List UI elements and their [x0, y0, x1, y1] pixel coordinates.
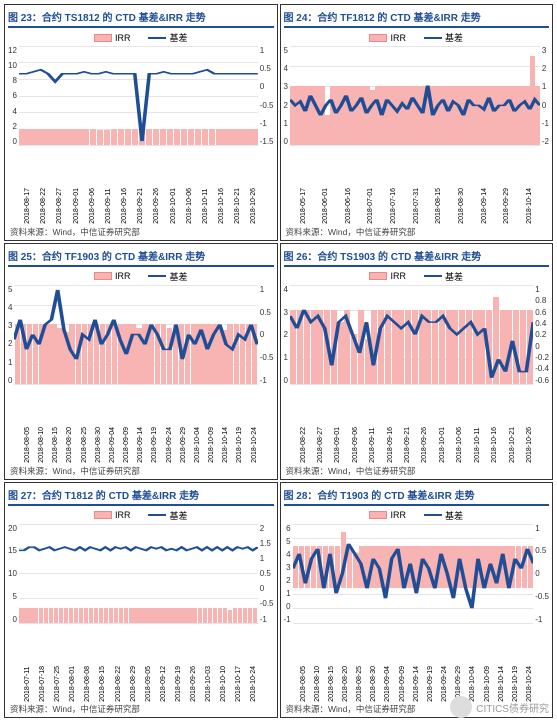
- watermark: CITICS债券研究: [450, 696, 549, 718]
- source-text: 资料来源：Wind，中信证券研究部: [8, 703, 274, 715]
- bar-swatch: [94, 272, 112, 280]
- chart-area: 4321010.80.60.40.20-0.2-0.4-0.6: [284, 285, 550, 425]
- y-axis-right: 10.50-0.5-1-1.5: [258, 46, 274, 146]
- legend-label-irr: IRR: [115, 33, 131, 43]
- legend-item-basis: 基差: [148, 509, 187, 522]
- chart-title: 图 24：合约 TF1812 的 CTD 基差&IRR 走势: [284, 9, 550, 28]
- chart-title: 图 28：合约 T1903 的 CTD 基差&IRR 走势: [284, 487, 550, 506]
- line-series: [293, 524, 534, 623]
- bar-swatch: [369, 511, 387, 519]
- legend-item-basis: 基差: [424, 509, 463, 522]
- chart-panel-26: 图 26：合约 TS1903 的 CTD 基差&IRR 走势 IRR 基差 43210…: [280, 243, 554, 480]
- legend-item-basis: 基差: [424, 270, 463, 283]
- chart-panel-28: 图 28：合约 T1903 的 CTD 基差&IRR 走势 IRR 基差 654321…: [280, 482, 554, 719]
- legend: IRR 基差: [8, 509, 274, 522]
- chart-panel-27: 图 27：合约 T1812 的 CTD 基差&IRR 走势 IRR 基差 201510…: [4, 482, 278, 719]
- y-axis-left: 121086420: [8, 46, 19, 146]
- chart-panel-25: 图 25：合约 TF1903 的 CTD 基差&IRR 走势 IRR 基差 54321…: [4, 243, 278, 480]
- legend-item-irr: IRR: [369, 509, 406, 522]
- legend-item-irr: IRR: [94, 31, 131, 44]
- legend-item-basis: 基差: [148, 270, 187, 283]
- x-axis: 2018-08-052018-08-102018-08-152018-08-20…: [22, 427, 260, 463]
- legend-item-irr: IRR: [94, 509, 131, 522]
- legend: IRR 基差: [8, 31, 274, 44]
- y-axis-left: 6543210-1: [284, 524, 293, 624]
- y-axis-right: 10.80.60.40.20-0.2-0.4-0.6: [533, 285, 549, 385]
- legend-label-irr: IRR: [115, 271, 131, 281]
- y-axis-right: 10.50-0.5-1: [533, 524, 549, 624]
- bar-swatch: [94, 34, 112, 42]
- plot: [290, 46, 540, 146]
- legend: IRR 基差: [8, 270, 274, 283]
- chart-title: 图 23：合约 TS1812 的 CTD 基差&IRR 走势: [8, 9, 274, 28]
- chart-area: 6543210-1 10.50-0.5-1: [284, 524, 550, 664]
- source-text: 资料来源：Wind，中信证券研究部: [284, 465, 550, 477]
- x-axis: 2018-08-172018-08-222018-08-272018-09-01…: [22, 188, 260, 224]
- line-swatch: [148, 37, 166, 39]
- line-series: [290, 46, 540, 145]
- watermark-logo: [450, 696, 472, 718]
- watermark-text: CITICS债券研究: [476, 700, 549, 715]
- legend-label-basis: 基差: [169, 270, 187, 283]
- plot: [290, 285, 533, 385]
- legend: IRR 基差: [284, 509, 550, 522]
- y-axis-right: 21.510.50-0.5-1: [258, 524, 274, 624]
- source-text: 资料来源：Wind，中信证券研究部: [8, 226, 274, 238]
- line-series: [290, 285, 533, 384]
- y-axis-right: 3210-1-2: [540, 46, 549, 146]
- legend-label-basis: 基差: [445, 509, 463, 522]
- source-text: 资料来源：Wind，中信证券研究部: [8, 465, 274, 477]
- y-axis-right: 10.50-0.5-1: [258, 285, 274, 385]
- plot: [14, 285, 257, 385]
- line-series: [19, 46, 258, 145]
- x-axis: 2018-08-222018-08-272018-09-012018-09-06…: [298, 427, 536, 463]
- chart-area: 5432103210-1-2: [284, 46, 550, 186]
- chart-area: 54321010.50-0.5-1: [8, 285, 274, 425]
- legend: IRR 基差: [284, 270, 550, 283]
- plot: [293, 524, 534, 624]
- x-axis: 2018-07-112018-07-182018-07-252018-08-01…: [22, 666, 260, 702]
- legend-label-basis: 基差: [169, 31, 187, 44]
- legend-item-irr: IRR: [94, 270, 131, 283]
- line-swatch: [424, 514, 442, 516]
- legend-label-irr: IRR: [390, 33, 406, 43]
- chart-grid: 图 23：合约 TS1812 的 CTD 基差&IRR 走势 IRR 基差 12108…: [0, 0, 557, 722]
- legend-item-irr: IRR: [369, 270, 406, 283]
- legend-item-basis: 基差: [424, 31, 463, 44]
- legend-label-irr: IRR: [390, 271, 406, 281]
- line-series: [14, 285, 257, 384]
- plot: [19, 46, 258, 146]
- legend-item-basis: 基差: [148, 31, 187, 44]
- bar-swatch: [94, 511, 112, 519]
- legend-label-basis: 基差: [169, 509, 187, 522]
- bar-swatch: [369, 272, 387, 280]
- chart-title: 图 26：合约 TS1903 的 CTD 基差&IRR 走势: [284, 248, 550, 267]
- chart-area: 121086420 10.50-0.5-1-1.5: [8, 46, 274, 186]
- legend-label-basis: 基差: [445, 31, 463, 44]
- legend: IRR 基差: [284, 31, 550, 44]
- line-swatch: [148, 275, 166, 277]
- bar-swatch: [369, 34, 387, 42]
- x-axis: 2018-05-172018-06-012018-06-162018-07-01…: [298, 188, 536, 224]
- line-swatch: [424, 37, 442, 39]
- line-swatch: [148, 514, 166, 516]
- legend-item-irr: IRR: [369, 31, 406, 44]
- chart-title: 图 27：合约 T1812 的 CTD 基差&IRR 走势: [8, 487, 274, 506]
- legend-label-irr: IRR: [115, 510, 131, 520]
- y-axis-left: 20151050: [8, 524, 19, 624]
- line-series: [19, 524, 258, 623]
- chart-area: 20151050 21.510.50-0.5-1: [8, 524, 274, 664]
- legend-label-basis: 基差: [445, 270, 463, 283]
- chart-panel-24: 图 24：合约 TF1812 的 CTD 基差&IRR 走势 IRR 基差 54321…: [280, 4, 554, 241]
- line-swatch: [424, 275, 442, 277]
- legend-label-irr: IRR: [390, 510, 406, 520]
- plot: [19, 524, 258, 624]
- chart-title: 图 25：合约 TF1903 的 CTD 基差&IRR 走势: [8, 248, 274, 267]
- source-text: 资料来源：Wind，中信证券研究部: [284, 226, 550, 238]
- chart-panel-23: 图 23：合约 TS1812 的 CTD 基差&IRR 走势 IRR 基差 12108…: [4, 4, 278, 241]
